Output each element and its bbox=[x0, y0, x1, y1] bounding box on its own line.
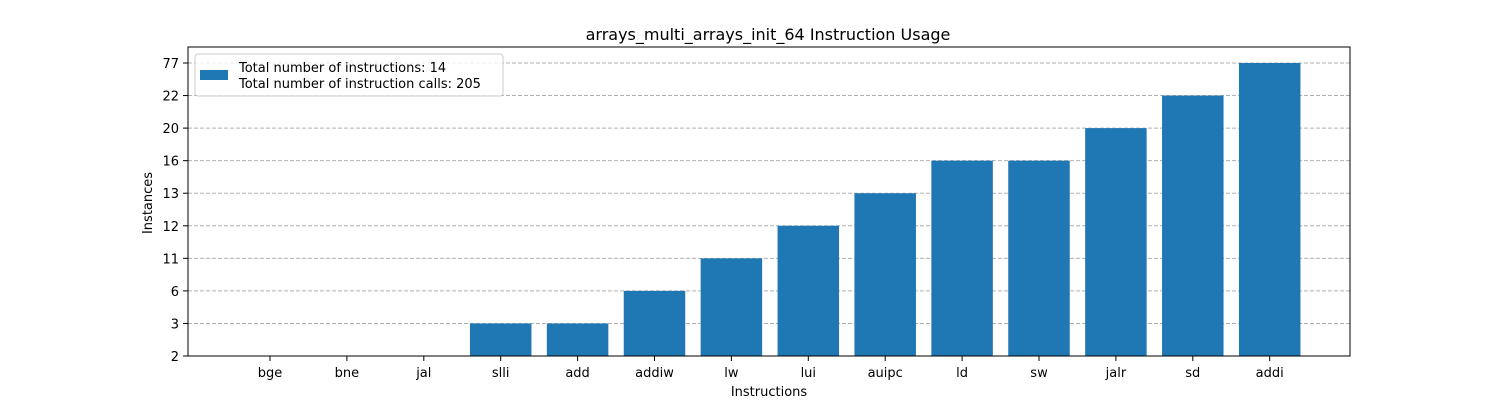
plot-frame bbox=[187, 46, 1351, 357]
x-tick-label: sd bbox=[1185, 366, 1200, 381]
x-tick-label: lw bbox=[724, 366, 739, 381]
x-axis: bge bne jal slli add addiw lw lui auipc ld sw jalr s… bbox=[258, 356, 1284, 381]
bar-auipc bbox=[854, 193, 916, 356]
y-tick-label: 77 bbox=[162, 57, 179, 72]
chart-title: arrays_multi_arrays_init_64 Instruction … bbox=[586, 25, 951, 45]
y-tick-label: 2 bbox=[171, 350, 179, 365]
x-tick-label: auipc bbox=[868, 366, 903, 381]
x-tick-label: bge bbox=[258, 366, 283, 381]
y-tick-label: 11 bbox=[162, 252, 179, 267]
bar-slli bbox=[469, 323, 532, 356]
x-tick-label: addiw bbox=[635, 366, 674, 381]
x-tick-label: slli bbox=[492, 366, 510, 381]
y-axis-label: Instances bbox=[141, 172, 156, 234]
x-tick-label: ld bbox=[956, 366, 968, 381]
legend-swatch bbox=[200, 70, 228, 80]
bar-sw bbox=[1008, 160, 1070, 356]
x-axis-label: Instructions bbox=[731, 385, 808, 400]
bar-jalr bbox=[1085, 128, 1147, 356]
y-tick-label: 6 bbox=[171, 285, 179, 300]
y-tick-label: 12 bbox=[162, 220, 179, 235]
y-tick-label: 3 bbox=[171, 317, 179, 332]
bar-add bbox=[546, 323, 609, 356]
legend-frame bbox=[194, 53, 504, 97]
legend-line-calls: Total number of instruction calls: 205 bbox=[238, 77, 481, 92]
y-tick-label: 22 bbox=[162, 90, 179, 105]
bar-sd bbox=[1162, 95, 1224, 357]
y-axis: 2 3 6 11 12 13 16 20 22 77 bbox=[162, 57, 188, 365]
x-tick-label: add bbox=[565, 366, 589, 381]
x-tick-label: sw bbox=[1030, 366, 1048, 381]
bars bbox=[469, 63, 1301, 357]
x-tick-label: jal bbox=[415, 366, 431, 381]
bar-lui bbox=[777, 225, 840, 356]
bar-ld bbox=[931, 160, 993, 356]
bar-addi bbox=[1238, 63, 1301, 356]
bar-lw bbox=[700, 258, 763, 356]
y-tick-label: 13 bbox=[162, 187, 179, 202]
y-tick-label: 16 bbox=[162, 155, 179, 170]
x-tick-label: addi bbox=[1256, 366, 1284, 381]
x-tick-label: bne bbox=[335, 366, 360, 381]
legend-line-instructions: Total number of instructions: 14 bbox=[238, 61, 446, 76]
legend: Total number of instructions: 14 Total n… bbox=[194, 53, 504, 97]
x-tick-label: jalr bbox=[1105, 366, 1127, 381]
bar-addiw bbox=[623, 290, 686, 356]
y-tick-label: 20 bbox=[162, 122, 179, 137]
x-tick-label: lui bbox=[801, 366, 816, 381]
